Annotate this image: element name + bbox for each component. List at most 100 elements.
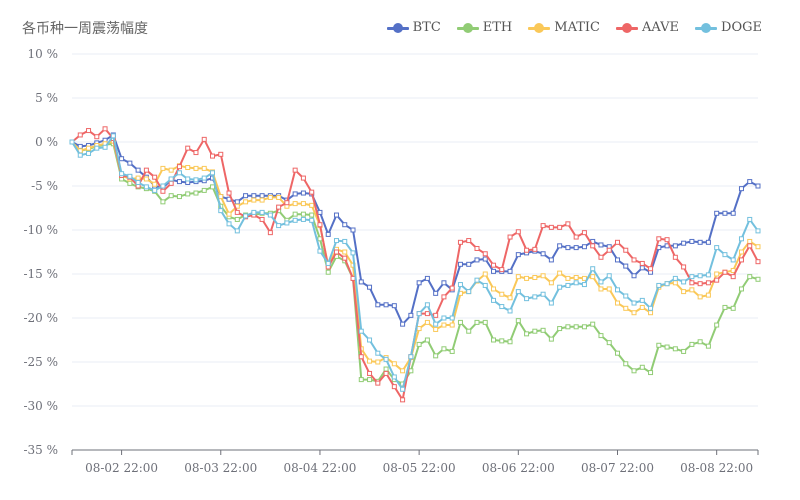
data-point[interactable]: [383, 356, 389, 362]
data-point[interactable]: [623, 305, 629, 311]
data-point[interactable]: [705, 272, 711, 278]
data-point[interactable]: [507, 308, 513, 314]
data-point[interactable]: [714, 277, 720, 283]
data-point[interactable]: [243, 199, 249, 205]
data-point[interactable]: [466, 261, 472, 267]
data-point[interactable]: [648, 370, 654, 376]
data-point[interactable]: [309, 217, 315, 223]
data-point[interactable]: [176, 170, 182, 176]
data-point[interactable]: [375, 380, 381, 386]
data-point[interactable]: [532, 328, 538, 334]
data-point[interactable]: [383, 370, 389, 376]
data-point[interactable]: [656, 236, 662, 242]
data-point[interactable]: [714, 322, 720, 328]
data-point[interactable]: [367, 370, 373, 376]
data-point[interactable]: [449, 315, 455, 321]
data-point[interactable]: [367, 284, 373, 290]
data-point[interactable]: [300, 201, 306, 207]
data-point[interactable]: [300, 211, 306, 217]
data-point[interactable]: [747, 179, 753, 185]
data-point[interactable]: [358, 354, 364, 360]
data-point[interactable]: [400, 368, 406, 374]
data-point[interactable]: [681, 289, 687, 295]
data-point[interactable]: [548, 224, 554, 230]
data-point[interactable]: [367, 358, 373, 364]
data-point[interactable]: [672, 243, 678, 249]
data-point[interactable]: [317, 209, 323, 215]
data-point[interactable]: [474, 319, 480, 325]
data-point[interactable]: [441, 294, 447, 300]
data-point[interactable]: [648, 310, 654, 316]
data-point[interactable]: [251, 193, 257, 199]
data-point[interactable]: [185, 176, 191, 182]
data-point[interactable]: [714, 210, 720, 216]
data-point[interactable]: [300, 175, 306, 181]
data-point[interactable]: [565, 324, 571, 330]
data-point[interactable]: [433, 312, 439, 318]
data-point[interactable]: [573, 234, 579, 240]
data-point[interactable]: [160, 188, 166, 194]
data-point[interactable]: [135, 179, 141, 185]
data-point[interactable]: [86, 145, 92, 151]
data-point[interactable]: [325, 231, 331, 237]
data-point[interactable]: [689, 238, 695, 244]
data-point[interactable]: [424, 311, 430, 317]
data-point[interactable]: [350, 227, 356, 233]
data-point[interactable]: [639, 297, 645, 303]
data-point[interactable]: [631, 300, 637, 306]
data-point[interactable]: [391, 384, 397, 390]
data-point[interactable]: [656, 282, 662, 288]
data-point[interactable]: [284, 220, 290, 226]
data-point[interactable]: [565, 221, 571, 227]
data-point[interactable]: [77, 152, 83, 158]
data-point[interactable]: [375, 350, 381, 356]
data-point[interactable]: [689, 287, 695, 293]
data-point[interactable]: [598, 286, 604, 292]
data-point[interactable]: [210, 170, 216, 176]
data-point[interactable]: [672, 254, 678, 260]
data-point[interactable]: [466, 289, 472, 295]
data-point[interactable]: [234, 228, 240, 234]
data-point[interactable]: [491, 337, 497, 343]
data-point[interactable]: [681, 240, 687, 246]
data-point[interactable]: [416, 280, 422, 286]
data-point[interactable]: [672, 275, 678, 281]
data-point[interactable]: [152, 187, 158, 193]
data-point[interactable]: [201, 187, 207, 193]
data-point[interactable]: [524, 275, 530, 281]
data-point[interactable]: [672, 346, 678, 352]
data-point[interactable]: [722, 269, 728, 275]
data-point[interactable]: [350, 275, 356, 281]
legend-item-doge[interactable]: DOGE: [695, 20, 762, 35]
data-point[interactable]: [697, 273, 703, 279]
data-point[interactable]: [185, 191, 191, 197]
data-point[interactable]: [656, 342, 662, 348]
data-point[interactable]: [350, 250, 356, 256]
data-point[interactable]: [590, 266, 596, 272]
data-point[interactable]: [614, 257, 620, 263]
data-point[interactable]: [614, 350, 620, 356]
data-point[interactable]: [333, 212, 339, 218]
data-point[interactable]: [424, 337, 430, 343]
data-point[interactable]: [433, 353, 439, 359]
data-point[interactable]: [102, 144, 108, 150]
data-point[interactable]: [309, 189, 315, 195]
data-point[interactable]: [540, 223, 546, 229]
data-point[interactable]: [424, 319, 430, 325]
data-point[interactable]: [416, 311, 422, 317]
data-point[interactable]: [747, 274, 753, 280]
data-point[interactable]: [573, 245, 579, 251]
data-point[interactable]: [524, 331, 530, 337]
data-point[interactable]: [738, 257, 744, 263]
data-point[interactable]: [507, 295, 513, 301]
data-point[interactable]: [317, 236, 323, 242]
data-point[interactable]: [441, 346, 447, 352]
data-point[interactable]: [226, 221, 232, 227]
data-point[interactable]: [581, 324, 587, 330]
data-point[interactable]: [491, 268, 497, 274]
data-point[interactable]: [631, 310, 637, 316]
data-point[interactable]: [738, 186, 744, 192]
data-point[interactable]: [168, 193, 174, 199]
data-point[interactable]: [276, 204, 282, 210]
data-point[interactable]: [614, 300, 620, 306]
